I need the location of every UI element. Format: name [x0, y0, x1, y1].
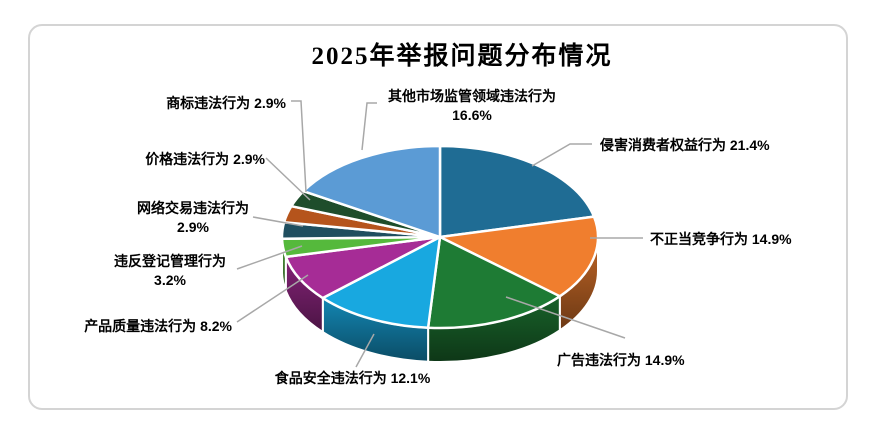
- leader-line-advertising: [505, 296, 626, 339]
- slice-label-percent: 2.9%: [177, 219, 209, 235]
- slice-label-consumer-rights: 侵害消费者权益行为 21.4%: [600, 137, 770, 153]
- pie-slice-advertising: [426, 235, 562, 330]
- slice-label-percent: 3.2%: [154, 272, 186, 288]
- leader-line-consumer-rights: [531, 143, 592, 167]
- slice-label-name: 其他市场监管领域违法行为: [388, 88, 556, 104]
- pie-slice-other: [302, 144, 442, 239]
- leader-line-trademark: [291, 100, 307, 193]
- leader-line-registration: [236, 245, 303, 270]
- slice-label-product-quality: 产品质量违法行为 8.2%: [84, 318, 232, 334]
- slice-label-name: 网络交易违法行为: [137, 200, 249, 216]
- pie-slice-food-safety: [321, 235, 442, 329]
- pie-slice-unfair-competition: [438, 215, 600, 298]
- slice-label-trademark: 商标违法行为 2.9%: [166, 95, 286, 111]
- slice-label-food-safety: 食品安全违法行为 12.1%: [274, 370, 431, 386]
- slice-label-other: 其他市场监管领域违法行为 16.6%: [352, 87, 592, 125]
- slice-label-online-transaction: 网络交易违法行为 2.9%: [93, 199, 293, 237]
- leader-line-online-transaction: [252, 216, 304, 227]
- slice-label-unfair-competition: 不正当竞争行为 14.9%: [650, 231, 792, 247]
- leader-line-food-safety: [355, 333, 375, 368]
- slice-label-price: 价格违法行为 2.9%: [145, 151, 265, 167]
- slice-label-percent: 16.6%: [452, 107, 492, 123]
- leader-line-product-quality: [236, 274, 309, 323]
- leader-line-price: [265, 157, 311, 201]
- pie-slice-consumer-rights: [438, 144, 596, 239]
- leader-line-other: [361, 102, 377, 151]
- slice-label-advertising: 广告违法行为 14.9%: [557, 352, 685, 368]
- chart-title: 2025年举报问题分布情况: [311, 43, 613, 70]
- slice-label-name: 违反登记管理行为: [114, 253, 226, 269]
- slice-label-registration: 违反登记管理行为 3.2%: [70, 252, 270, 290]
